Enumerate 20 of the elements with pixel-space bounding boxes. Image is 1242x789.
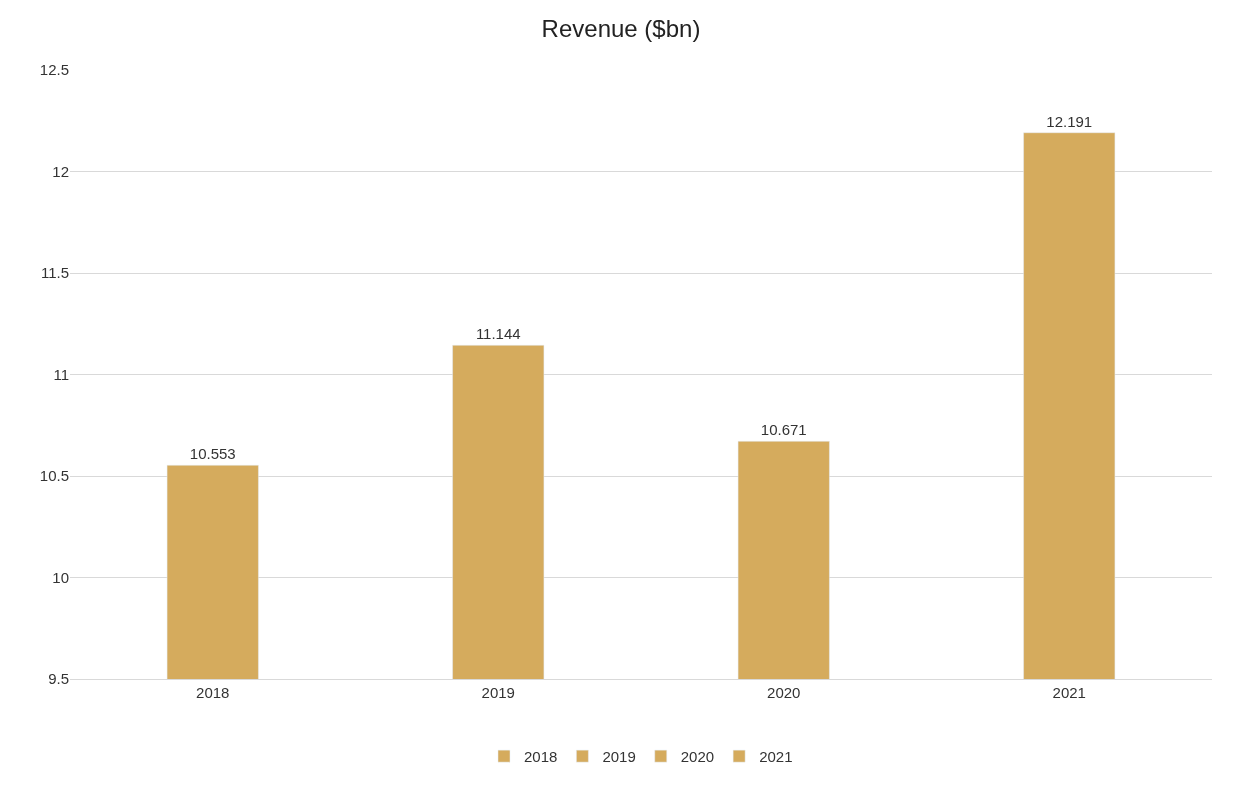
x-tick-label: 2020 (767, 684, 801, 701)
legend-label: 2021 (759, 748, 793, 765)
data-label: 12.191 (1046, 112, 1093, 130)
y-tick-label: 12.5 (39, 61, 69, 79)
data-label: 11.144 (475, 325, 521, 343)
x-tick-label: 2018 (196, 684, 230, 701)
legend-label: 2020 (680, 748, 715, 765)
legend-label: 2018 (524, 748, 558, 765)
x-tick-label: 2021 (1052, 684, 1086, 701)
y-tick-label: 11 (53, 365, 69, 383)
legend-label: 2019 (602, 748, 636, 765)
chart-title: Revenue ($bn) (541, 14, 701, 42)
x-tick-label: 2019 (481, 684, 515, 701)
y-tick-label: 12 (52, 162, 69, 180)
y-tick-label: 9.5 (48, 670, 69, 688)
data-label: 10.671 (760, 421, 807, 439)
data-label: 10.553 (189, 445, 236, 463)
y-tick-label: 10 (52, 568, 69, 586)
y-tick-label: 10.5 (39, 467, 69, 485)
y-tick-label: 11.5 (40, 264, 69, 282)
